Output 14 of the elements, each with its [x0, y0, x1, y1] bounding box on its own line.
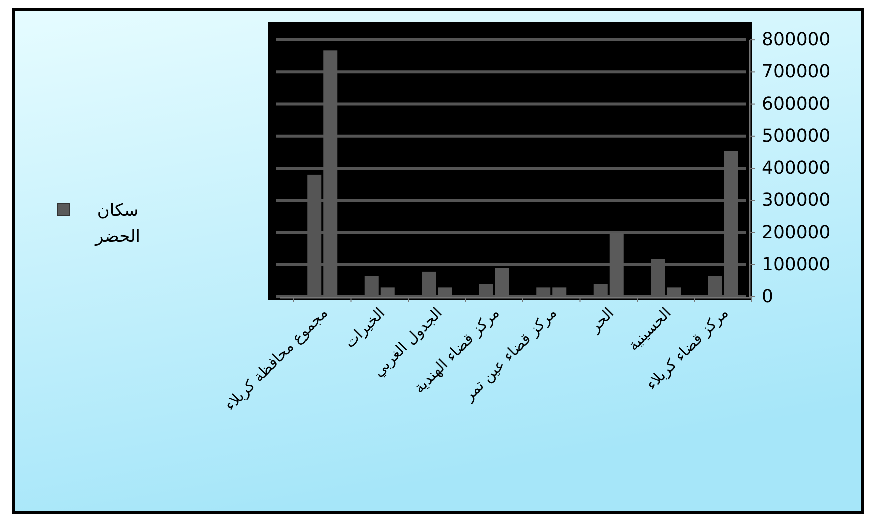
- x-tick-label: مجموع محافظة كربلاء: [221, 304, 332, 414]
- y-tick-label: 300000: [762, 190, 831, 212]
- x-tick-label: الحسينية: [624, 304, 675, 355]
- y-tick-label: 800000: [762, 30, 831, 51]
- y-tick-label: 100000: [762, 254, 831, 276]
- legend-label: سكان الحضر: [94, 201, 140, 247]
- legend: سكان الحضر: [58, 201, 140, 247]
- y-tick-label: 700000: [762, 62, 831, 83]
- y-tick-label: 600000: [762, 94, 831, 115]
- y-tick-label: 200000: [762, 222, 831, 244]
- x-tick-label: الحر: [585, 304, 618, 336]
- y-tick-label: 400000: [762, 158, 831, 180]
- y-tick-label: 0: [762, 286, 774, 308]
- y-tick-label: 500000: [762, 126, 831, 147]
